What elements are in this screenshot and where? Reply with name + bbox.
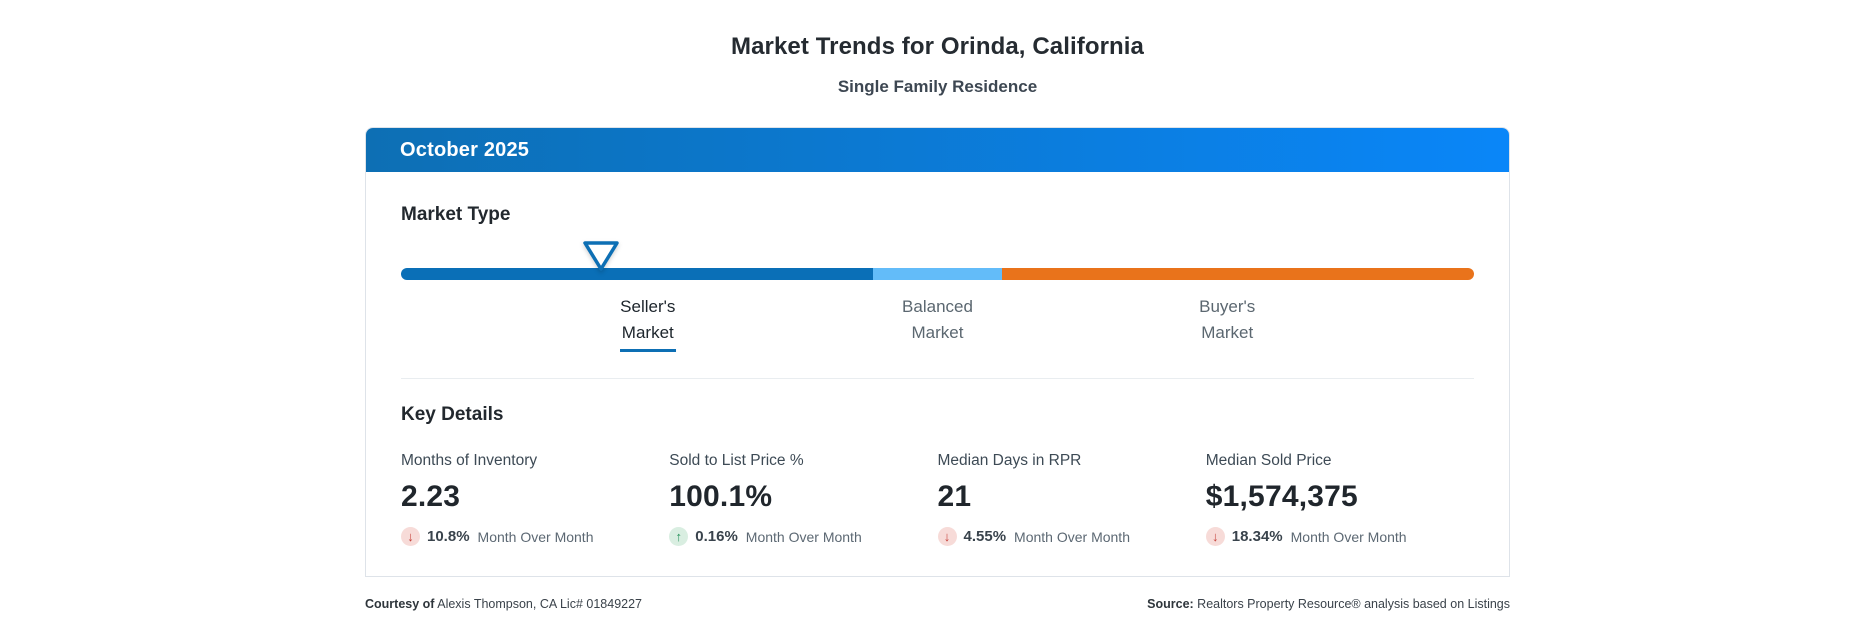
metric-value: $1,574,375	[1205, 480, 1358, 513]
metric-value: 100.1%	[669, 480, 773, 513]
courtesy-label: Courtesy of	[365, 597, 435, 611]
metric-label: Sold to List Price %	[669, 452, 804, 469]
arrow-up-icon: ↑	[669, 527, 689, 546]
courtesy-value: Alexis Thompson, CA Lic# 01849227	[434, 597, 642, 611]
market-type-heading: Market Type	[401, 204, 511, 225]
gauge-label-buyers-market: Buyer's Market	[1199, 294, 1255, 346]
card-body: Market Type Seller's Market Balanced	[366, 172, 1509, 576]
page-subtitle: Single Family Residence	[837, 77, 1038, 96]
buyers-zone-segment	[1001, 268, 1474, 280]
change-period: Month Over Month	[1290, 528, 1407, 545]
balanced-zone-segment	[873, 268, 1002, 280]
gauge-label-line2: Market	[619, 320, 676, 352]
footer: Courtesy of Alexis Thompson, CA Lic# 018…	[365, 597, 1510, 611]
metric-months-of-inventory: Months of Inventory 2.23 ↓ 10.8% Month O…	[401, 452, 669, 546]
source-value: Realtors Property Resource® analysis bas…	[1193, 597, 1510, 611]
gauge-label-balanced-market: Balanced Market	[902, 294, 973, 346]
change-percent: 10.8%	[427, 528, 470, 545]
arrow-down-icon: ↓	[937, 527, 957, 546]
metric-change: ↓ 10.8% Month Over Month	[401, 527, 669, 546]
metric-value: 2.23	[401, 480, 461, 513]
gauge-label-line1: Seller's	[620, 297, 676, 316]
metric-change: ↑ 0.16% Month Over Month	[669, 527, 937, 546]
metric-sold-to-list-price: Sold to List Price % 100.1% ↑ 0.16% Mont…	[669, 452, 937, 546]
sellers-zone-segment	[401, 268, 874, 280]
change-percent: 4.55%	[963, 528, 1007, 545]
page-title: Market Trends for Orinda, California	[730, 33, 1145, 60]
metric-change: ↓ 4.55% Month Over Month	[937, 527, 1206, 546]
key-details-heading: Key Details	[401, 404, 504, 425]
market-trends-card: October 2025 Market Type Seller's Market	[365, 127, 1510, 577]
metric-change: ↓ 18.34% Month Over Month	[1205, 527, 1474, 546]
source-label: Source:	[1147, 597, 1194, 611]
card-header: October 2025	[366, 128, 1509, 172]
arrow-down-icon: ↓	[1205, 527, 1225, 546]
gauge-label-line1: Balanced	[902, 297, 973, 316]
section-divider	[401, 378, 1474, 379]
change-percent: 18.34%	[1231, 528, 1283, 545]
gauge-label-line1: Buyer's	[1199, 297, 1256, 316]
gauge-label-line2: Market	[911, 323, 964, 342]
change-period: Month Over Month	[1014, 528, 1130, 545]
gauge-labels: Seller's Market Balanced Market Buyer's …	[401, 294, 1474, 378]
change-period: Month Over Month	[477, 528, 594, 545]
metric-median-sold-price: Median Sold Price $1,574,375 ↓ 18.34% Mo…	[1205, 452, 1474, 546]
gauge-label-sellers-market: Seller's Market	[619, 294, 676, 352]
metric-label: Months of Inventory	[401, 452, 538, 469]
key-details-metrics: Months of Inventory 2.23 ↓ 10.8% Month O…	[401, 452, 1474, 576]
metric-label: Median Sold Price	[1205, 452, 1332, 469]
metric-median-days-in-rpr: Median Days in RPR 21 ↓ 4.55% Month Over…	[937, 452, 1206, 546]
metric-label: Median Days in RPR	[937, 452, 1082, 469]
gauge-bar	[401, 268, 1474, 280]
arrow-down-icon: ↓	[401, 527, 420, 546]
change-percent: 0.16%	[695, 528, 738, 545]
market-type-gauge	[401, 241, 1474, 280]
gauge-pointer-icon	[582, 241, 619, 271]
metric-value: 21	[937, 480, 972, 513]
source-text: Source: Realtors Property Resource® anal…	[1147, 597, 1510, 611]
courtesy-text: Courtesy of Alexis Thompson, CA Lic# 018…	[365, 597, 642, 611]
change-period: Month Over Month	[745, 528, 862, 545]
month-label: October 2025	[400, 138, 530, 161]
gauge-label-line2: Market	[1201, 323, 1254, 342]
